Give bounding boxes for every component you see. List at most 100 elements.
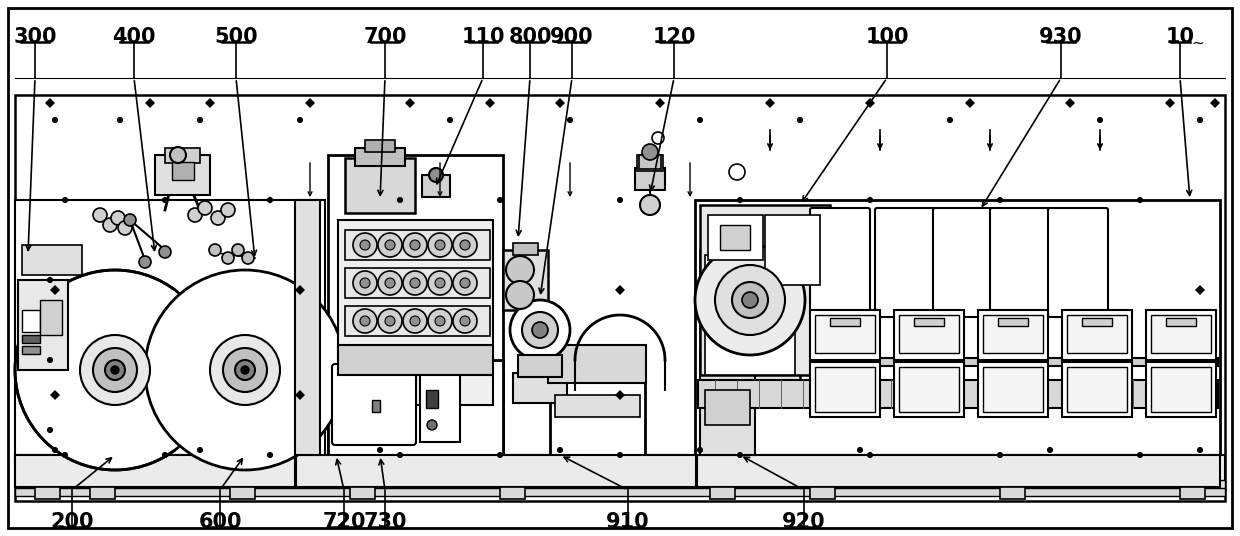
- Circle shape: [93, 208, 107, 222]
- Circle shape: [428, 233, 453, 257]
- Polygon shape: [295, 285, 305, 295]
- Circle shape: [697, 448, 703, 452]
- Bar: [427, 390, 438, 408]
- Circle shape: [103, 218, 117, 232]
- Circle shape: [353, 309, 377, 333]
- Circle shape: [378, 309, 402, 333]
- Circle shape: [268, 452, 273, 458]
- Circle shape: [1097, 117, 1102, 123]
- Circle shape: [510, 300, 570, 360]
- Bar: [19, 280, 68, 370]
- Circle shape: [1048, 448, 1053, 452]
- Text: 600: 600: [198, 512, 242, 532]
- Bar: [155, 155, 210, 195]
- Bar: [1151, 367, 1211, 412]
- Bar: [983, 315, 1043, 353]
- Bar: [899, 367, 959, 412]
- Circle shape: [868, 452, 873, 458]
- Circle shape: [242, 252, 254, 264]
- Circle shape: [742, 292, 758, 308]
- Bar: [365, 140, 396, 152]
- Bar: [808, 358, 1218, 366]
- Polygon shape: [615, 390, 625, 400]
- Circle shape: [532, 322, 548, 338]
- Circle shape: [858, 448, 863, 452]
- FancyBboxPatch shape: [1048, 208, 1109, 317]
- Circle shape: [797, 117, 802, 123]
- Bar: [296, 455, 696, 487]
- Polygon shape: [50, 390, 60, 400]
- Polygon shape: [1065, 98, 1075, 108]
- Circle shape: [384, 316, 396, 326]
- Circle shape: [197, 117, 202, 123]
- Circle shape: [378, 233, 402, 257]
- Polygon shape: [615, 285, 625, 295]
- Bar: [15, 488, 1225, 496]
- Circle shape: [62, 197, 67, 203]
- Circle shape: [997, 197, 1002, 203]
- Circle shape: [428, 271, 453, 295]
- Circle shape: [453, 271, 477, 295]
- Circle shape: [694, 245, 805, 355]
- FancyBboxPatch shape: [810, 208, 870, 317]
- Text: 800: 800: [508, 27, 552, 47]
- Circle shape: [188, 208, 202, 222]
- Bar: [15, 480, 1225, 490]
- Circle shape: [15, 270, 215, 470]
- Bar: [22, 310, 40, 332]
- Circle shape: [429, 168, 443, 182]
- Bar: [15, 455, 1225, 485]
- Circle shape: [697, 117, 703, 123]
- Bar: [635, 168, 665, 190]
- Circle shape: [448, 117, 453, 123]
- Bar: [556, 395, 640, 417]
- Text: 400: 400: [113, 27, 156, 47]
- Bar: [830, 318, 861, 326]
- Text: 300: 300: [14, 27, 57, 47]
- Circle shape: [52, 448, 57, 452]
- Bar: [345, 268, 490, 298]
- Circle shape: [460, 240, 470, 250]
- Bar: [697, 455, 1220, 487]
- Bar: [701, 350, 755, 455]
- Circle shape: [558, 448, 563, 452]
- Circle shape: [47, 428, 52, 433]
- Circle shape: [410, 240, 420, 250]
- Bar: [15, 455, 295, 487]
- Polygon shape: [205, 98, 215, 108]
- Bar: [998, 318, 1028, 326]
- Bar: [355, 148, 405, 166]
- Polygon shape: [405, 98, 415, 108]
- Circle shape: [360, 278, 370, 288]
- Circle shape: [124, 214, 136, 226]
- Circle shape: [298, 117, 303, 123]
- Bar: [894, 362, 963, 417]
- Circle shape: [81, 335, 150, 405]
- Circle shape: [47, 358, 52, 362]
- Bar: [165, 148, 200, 163]
- Bar: [22, 245, 82, 275]
- Circle shape: [403, 309, 427, 333]
- Bar: [914, 318, 944, 326]
- Bar: [40, 300, 62, 335]
- Bar: [345, 306, 490, 336]
- Circle shape: [947, 117, 952, 123]
- Circle shape: [732, 282, 768, 318]
- Bar: [978, 362, 1048, 417]
- Bar: [350, 487, 374, 499]
- Circle shape: [47, 278, 52, 282]
- Circle shape: [378, 271, 402, 295]
- Circle shape: [62, 452, 67, 458]
- Circle shape: [384, 240, 396, 250]
- Circle shape: [1198, 117, 1203, 123]
- Text: 10: 10: [1166, 27, 1194, 47]
- Polygon shape: [1166, 98, 1176, 108]
- Circle shape: [377, 448, 382, 452]
- Bar: [1061, 310, 1132, 360]
- Circle shape: [52, 117, 57, 123]
- Bar: [372, 400, 379, 412]
- Bar: [698, 380, 1218, 408]
- Circle shape: [642, 144, 658, 160]
- Bar: [708, 215, 763, 260]
- Circle shape: [198, 201, 212, 215]
